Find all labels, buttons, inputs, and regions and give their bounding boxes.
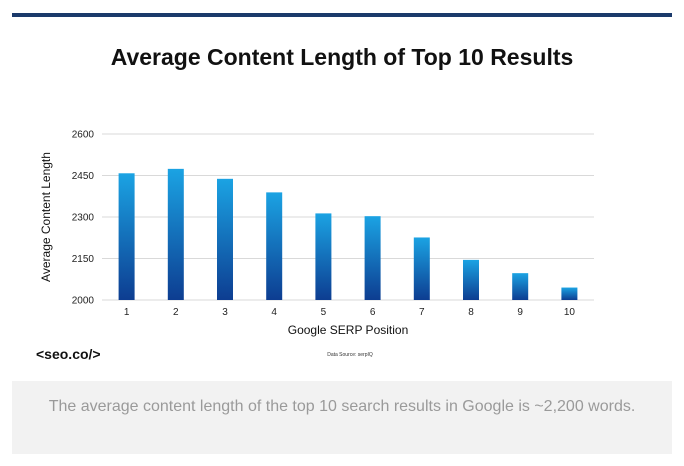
- bar: [463, 259, 479, 300]
- y-tick-label: 2150: [72, 254, 95, 265]
- x-tick-label: 8: [468, 307, 474, 318]
- x-tick-label: 5: [321, 307, 327, 318]
- x-tick-label: 6: [370, 307, 376, 318]
- x-tick-label: 2: [173, 307, 179, 318]
- x-tick-label: 7: [419, 307, 425, 318]
- y-tick-label: 2450: [72, 171, 95, 182]
- bar: [315, 213, 332, 300]
- x-tick-label: 9: [517, 307, 523, 318]
- y-tick-label: 2000: [72, 296, 95, 307]
- caption-text: The average content length of the top 10…: [48, 398, 636, 415]
- brand-logo: <seo.co/>: [36, 346, 101, 362]
- caption-box: The average content length of the top 10…: [12, 381, 672, 454]
- bar: [266, 192, 283, 300]
- bar: [413, 237, 430, 300]
- chart-figure: Average Content Length of Top 10 Results…: [36, 44, 594, 362]
- top-accent-rule: [12, 13, 672, 17]
- bar: [561, 287, 578, 300]
- x-tick-label: 4: [271, 307, 277, 318]
- y-axis-label: Average Content Length: [39, 152, 53, 282]
- bar: [118, 173, 135, 300]
- bar: [217, 178, 233, 300]
- x-axis-label: Google SERP Position: [288, 323, 409, 337]
- bar: [364, 216, 381, 300]
- data-source-note: Data Source: serpIQ: [327, 352, 373, 358]
- bar-chart: 2000 2150 2300 2450 2600 1 2 3 4 5 6 7 8 9 10 Google SE…: [39, 130, 594, 337]
- bar: [512, 273, 529, 300]
- x-tick-label: 3: [222, 307, 228, 318]
- bar: [167, 168, 184, 300]
- y-tick-label: 2600: [72, 130, 95, 141]
- x-tick-label: 10: [564, 307, 576, 318]
- x-tick-label: 1: [124, 307, 130, 318]
- y-tick-label: 2300: [72, 213, 95, 224]
- chart-title: Average Content Length of Top 10 Results: [110, 44, 574, 70]
